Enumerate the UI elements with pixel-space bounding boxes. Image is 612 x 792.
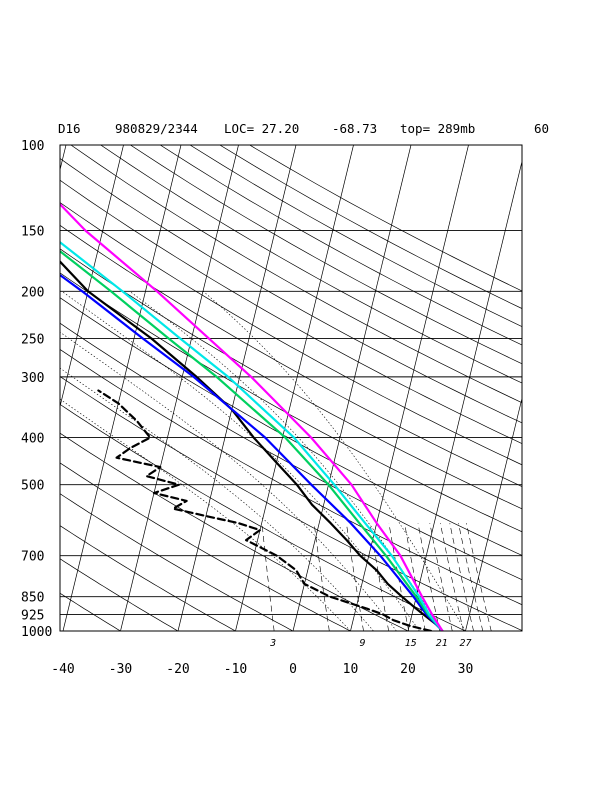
dry-adiabat-line <box>60 525 237 631</box>
temperature-tick-label: 20 <box>400 662 416 677</box>
mixing-ratio-line <box>404 523 426 631</box>
mixing-ratio-line <box>429 523 453 631</box>
chart-header: D16 980829/2344 LOC= 27.20 -68.73 top= 2… <box>58 121 549 136</box>
isotherm-line <box>465 396 522 631</box>
dry-adiabat-line <box>130 145 522 365</box>
temperature-tick-labels: -40 -30 -20 -10 0 10 20 30 <box>51 662 473 677</box>
mixing-ratio-line <box>440 523 464 631</box>
dry-adiabat-line <box>60 158 522 424</box>
mixing-ratio-label: 9 <box>360 638 366 649</box>
dry-adiabat-line <box>160 145 522 346</box>
moist-adiabat-line <box>60 398 351 631</box>
temperature-tick-label: 10 <box>343 662 359 677</box>
dry-adiabat-line <box>60 297 522 556</box>
pressure-tick-label: 500 <box>21 479 44 494</box>
mixing-ratio-line <box>449 523 474 631</box>
isotherm-line <box>0 145 9 631</box>
series-line-2 <box>97 389 433 631</box>
isotherm-line <box>235 145 354 631</box>
temperature-tick-label: 0 <box>289 662 297 677</box>
temperature-tick-label: -40 <box>51 662 74 677</box>
dry-adiabat-line <box>189 145 522 327</box>
mixing-ratio-line <box>466 523 492 631</box>
header-right-number: 60 <box>534 121 549 136</box>
isotherm-line <box>177 145 297 631</box>
dry-adiabat-line <box>60 493 294 631</box>
pressure-tick-label: 250 <box>21 332 44 347</box>
moist-adiabat-line <box>129 291 443 631</box>
pressure-tick-label: 925 <box>21 609 44 624</box>
isotherm-line <box>120 145 239 631</box>
isotherm-line <box>292 145 412 631</box>
series-line-4 <box>60 249 444 631</box>
isotherm-line <box>60 145 124 409</box>
pressure-tick-label: 850 <box>21 591 44 606</box>
pressure-tick-label: 200 <box>21 285 44 300</box>
pressure-gridlines <box>60 144 522 632</box>
isotherm-line <box>523 145 612 631</box>
dry-adiabat-line <box>60 179 522 444</box>
dry-adiabat-line <box>219 145 522 309</box>
temperature-tick-label: -30 <box>109 662 132 677</box>
dry-adiabat-line <box>60 248 522 510</box>
isotherm-line <box>62 145 182 631</box>
mixing-ratio-label: 27 <box>459 638 471 649</box>
dry-adiabat-line <box>60 322 522 581</box>
series-line-3 <box>60 273 444 631</box>
mixing-ratio-line <box>261 523 275 631</box>
series-line-1 <box>60 259 444 631</box>
pressure-tick-label: 300 <box>21 371 44 386</box>
pressure-tick-label: 700 <box>21 550 44 565</box>
mixing-ratio-labels: 3 9 15 21 27 <box>269 638 471 649</box>
series-line-5 <box>60 240 444 631</box>
header-datetime: 980829/2344 <box>115 121 198 136</box>
isotherm-line <box>407 159 522 631</box>
header-top: top= 289mb <box>400 121 475 136</box>
mixing-ratio-label: 3 <box>269 638 276 649</box>
mixing-ratio-label: 21 <box>436 638 448 649</box>
mixing-ratio-label: 15 <box>405 638 417 649</box>
dry-adiabat-line <box>60 224 522 487</box>
mixing-ratio-line <box>313 523 330 631</box>
dry-adiabat-line <box>60 558 179 631</box>
temperature-tick-label: 30 <box>458 662 474 677</box>
sounding-series <box>60 202 444 631</box>
dry-adiabat-line <box>249 145 522 292</box>
dry-adiabat-line <box>60 272 522 533</box>
pressure-tick-label: 100 <box>21 139 44 154</box>
moist-adiabat-line <box>60 331 397 631</box>
background-lines <box>0 145 612 631</box>
dry-adiabat-line <box>60 592 122 631</box>
header-location: LOC= 27.20 <box>224 121 299 136</box>
pressure-tick-label: 400 <box>21 432 44 447</box>
dry-adiabat-line <box>100 145 522 384</box>
temperature-tick-label: -20 <box>166 662 189 677</box>
moist-adiabat-line <box>61 291 420 631</box>
moist-adiabat-line <box>203 291 466 631</box>
plot-frame <box>59 144 523 632</box>
dry-adiabat-line <box>60 376 522 631</box>
mixing-ratio-line <box>458 523 484 631</box>
pressure-tick-label: 1000 <box>21 625 52 640</box>
series-line-6 <box>60 202 444 631</box>
mixing-ratio-line <box>346 523 364 631</box>
temperature-tick-label: -10 <box>224 662 247 677</box>
mixing-ratio-line <box>417 523 441 631</box>
dry-adiabat-line <box>70 145 522 404</box>
dry-adiabat-line <box>60 348 522 606</box>
isotherm-line <box>581 145 612 631</box>
isotherm-line <box>350 145 469 631</box>
header-station: D16 <box>58 121 81 136</box>
moist-adiabat-line <box>60 367 374 631</box>
pressure-tick-label: 150 <box>21 225 44 240</box>
dry-adiabat-line <box>60 202 522 466</box>
dry-adiabat-line <box>60 462 352 631</box>
header-longitude: -68.73 <box>332 121 377 136</box>
